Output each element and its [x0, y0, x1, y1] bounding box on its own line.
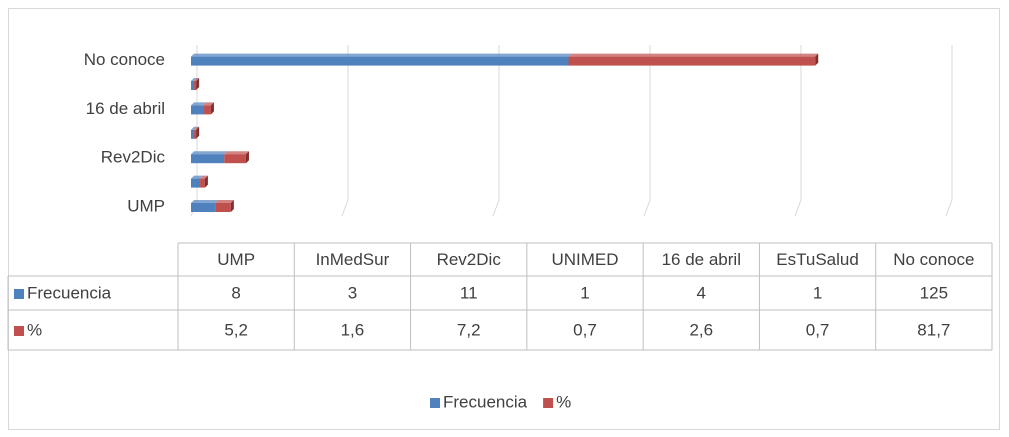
y-tick-label: Rev2Dic: [101, 148, 166, 167]
table-series-name: %: [27, 320, 42, 339]
bar: [194, 126, 200, 139]
table-header: InMedSur: [316, 250, 390, 269]
table-cell: 4: [697, 283, 706, 302]
grid-line: [945, 45, 953, 217]
bar: [191, 53, 572, 66]
table-header: UMP: [217, 250, 255, 269]
table-header: 16 de abril: [662, 250, 741, 269]
bar: [191, 78, 198, 90]
legend-key: [430, 398, 440, 408]
bar: [191, 200, 219, 212]
legend-key: [543, 398, 554, 408]
bar: [191, 126, 198, 139]
legend-key: [14, 289, 24, 299]
table-header: EsTuSalud: [776, 250, 859, 269]
table-cell: 5,2: [224, 320, 248, 339]
legend-key: [14, 326, 24, 336]
bar: [191, 175, 204, 188]
table-cell: 8: [231, 283, 240, 302]
table-cell: 2,6: [689, 320, 713, 339]
table-cell: 1: [813, 283, 822, 302]
bar: [191, 102, 207, 115]
bar: [194, 78, 200, 90]
table-header: UNIMED: [551, 250, 618, 269]
legend-label: %: [556, 392, 571, 411]
table-cell: 7,2: [457, 320, 481, 339]
bar: [224, 151, 249, 164]
table-cell: 3: [348, 283, 357, 302]
legend-label: Frecuencia: [443, 392, 528, 411]
grid-line: [794, 45, 802, 217]
grid-line: [341, 45, 349, 217]
y-tick-label: 16 de abril: [86, 99, 165, 118]
table-header: No conoce: [893, 250, 974, 269]
bar: [191, 151, 228, 164]
table-header: Rev2Dic: [437, 250, 502, 269]
y-tick-label: No conoce: [84, 50, 165, 69]
table-cell: 81,7: [917, 320, 950, 339]
table-cell: 0,7: [806, 320, 830, 339]
table-series-name: Frecuencia: [27, 283, 112, 302]
bar: [200, 175, 208, 188]
table-cell: 11: [460, 283, 478, 302]
bar: [215, 200, 234, 212]
y-tick-label: UMP: [127, 196, 165, 215]
table-cell: 0,7: [573, 320, 597, 339]
grid-line: [643, 45, 651, 217]
table-cell: 1,6: [341, 320, 365, 339]
chart-border: [8, 8, 1000, 430]
table-cell: 125: [920, 283, 948, 302]
bar: [203, 102, 214, 115]
grid-line: [492, 45, 500, 217]
table-cell: 1: [580, 283, 589, 302]
bar: [568, 53, 819, 66]
